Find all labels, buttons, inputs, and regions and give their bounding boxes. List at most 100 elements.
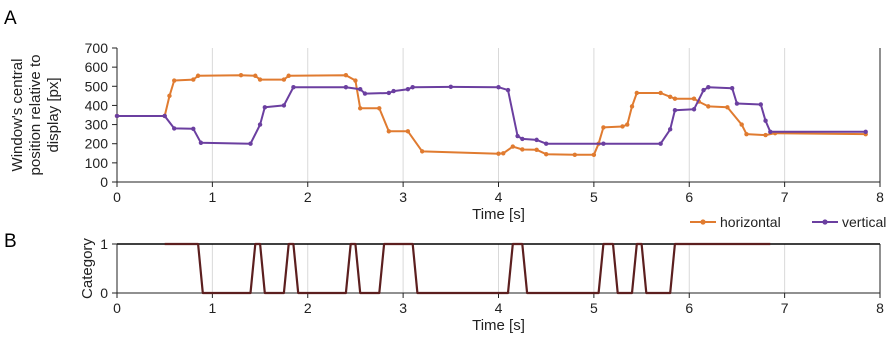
data-point-vertical [543,141,549,146]
data-point-horizontal [572,152,577,158]
data-point-horizontal [601,125,606,130]
x-tick-label: 7 [781,189,789,205]
data-point-horizontal [620,124,625,129]
data-point-vertical [257,122,263,127]
data-point-horizontal [191,77,196,82]
data-point-horizontal [195,73,201,78]
data-point-vertical [701,87,706,93]
series-line-category [164,242,771,295]
y-tick-label: 1 [100,236,108,252]
data-point-vertical [534,137,539,143]
y-axis-title: position relative to [27,55,44,176]
data-point-vertical [672,108,678,113]
x-tick-label: 3 [399,300,407,316]
data-point-vertical [520,136,525,142]
x-tick-label: 3 [399,189,407,205]
data-point-horizontal [343,72,349,78]
legend-marker-vertical [822,219,828,225]
data-point-horizontal [501,151,506,156]
data-point-vertical [706,85,711,90]
data-point-horizontal [634,90,639,96]
panel-b-label: B [4,231,17,252]
data-point-horizontal [591,152,597,158]
x-axis-title: Time [s] [472,206,525,223]
panel-a-label: A [4,8,17,29]
x-tick-label: 8 [876,189,884,205]
y-tick-label: 0 [100,174,108,190]
data-point-horizontal [706,104,711,109]
chart-a: 0 1 2 3 4 5 6 7 8 0 100 200 300 400 500 600 700 Time [s] W… [9,40,886,230]
data-point-horizontal [496,151,501,156]
data-point-vertical [281,103,287,108]
data-point-horizontal [238,72,244,78]
x-tick-label: 1 [208,300,216,316]
y-tick-label: 0 [100,285,108,301]
data-point-vertical [391,88,396,94]
x-tick-label: 4 [495,189,503,205]
legend-marker-horizontal [700,219,706,225]
data-point-horizontal [358,106,363,111]
y-tick-label: 100 [85,155,109,171]
chart-b: 0 1 2 3 4 5 6 7 8 0 1 Time [s] Category [79,236,884,334]
y-axis-title: Category [79,238,96,299]
data-point-vertical [248,141,253,146]
data-point-vertical [405,86,411,92]
x-tick-label: 8 [876,300,884,316]
y-tick-label: 600 [85,59,109,75]
y-axis-title: display [px] [45,77,62,152]
data-point-vertical [291,85,296,90]
data-point-vertical [763,118,768,123]
data-point-vertical [362,91,368,96]
data-point-vertical [386,90,392,96]
data-point-horizontal [172,78,177,83]
data-point-vertical [863,129,868,135]
data-point-vertical [601,141,606,146]
data-point-horizontal [543,152,549,157]
data-point-vertical [667,127,673,132]
x-axis-title: Time [s] [472,317,525,334]
data-point-horizontal [625,122,630,127]
data-point-vertical [410,85,415,90]
data-point-horizontal [353,78,358,83]
y-tick-label: 200 [85,136,109,152]
data-point-horizontal [377,106,382,111]
data-point-vertical [691,107,697,112]
y-axis-title: Window's central [9,59,26,172]
data-point-horizontal [286,73,291,78]
data-point-vertical [758,102,763,107]
x-tick-label: 7 [781,300,789,316]
y-tick-label: 400 [85,97,109,113]
data-point-horizontal [744,131,749,137]
x-tick-label: 5 [590,300,598,316]
legend-label-vertical: vertical [842,214,886,230]
x-tick-label: 5 [590,189,598,205]
data-point-horizontal [672,96,678,101]
data-point-vertical [358,86,363,92]
data-point-vertical [191,126,196,131]
y-tick-label: 300 [85,117,109,133]
x-tick-label: 4 [495,300,503,316]
data-point-vertical [262,105,268,110]
x-tick-label: 6 [685,300,693,316]
data-point-vertical [768,129,773,135]
data-point-vertical [172,126,177,131]
data-point-vertical [114,113,120,119]
data-point-vertical [658,141,663,146]
legend-label-horizontal: horizontal [720,214,781,230]
data-point-horizontal [658,90,663,96]
data-point-vertical [729,86,735,91]
data-point-vertical [505,87,511,93]
data-point-vertical [496,85,501,90]
x-tick-label: 2 [304,189,312,205]
data-point-horizontal [257,77,263,82]
data-point-horizontal [667,94,673,100]
data-point-horizontal [520,147,525,152]
data-point-horizontal [691,96,697,101]
data-point-vertical [734,101,740,106]
data-point-vertical [515,133,520,139]
data-point-horizontal [739,122,744,127]
x-tick-label: 6 [685,189,693,205]
x-tick-label: 2 [304,300,312,316]
data-point-horizontal [253,73,258,78]
